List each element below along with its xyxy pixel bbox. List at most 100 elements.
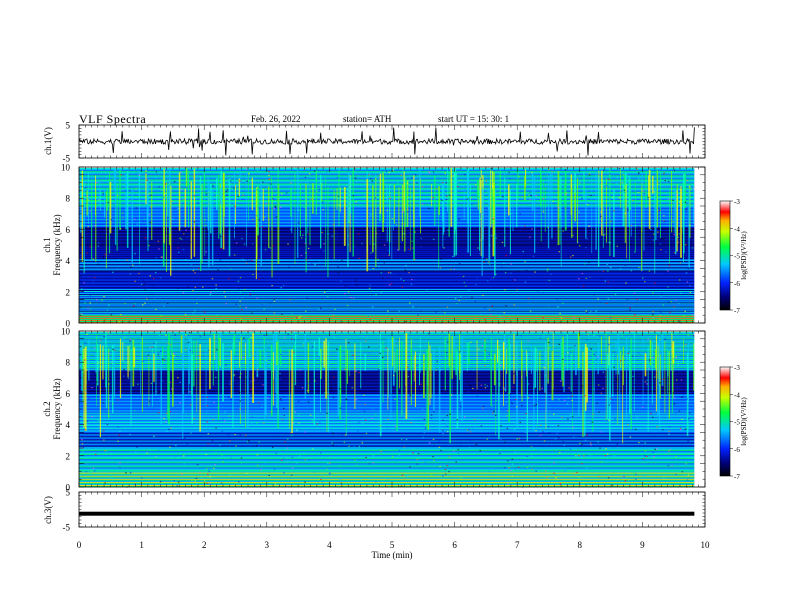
ch1-speckle bbox=[656, 183, 659, 186]
x-tick-label: 3 bbox=[265, 540, 270, 550]
ch2-speckle bbox=[158, 391, 161, 393]
ch1-speckle bbox=[144, 302, 146, 304]
ch2-speckle bbox=[576, 471, 578, 473]
ch1-speckle bbox=[599, 181, 602, 183]
ch2-speckle bbox=[83, 450, 85, 452]
ch1-speckle bbox=[564, 207, 567, 209]
ch1-sferic bbox=[669, 190, 670, 264]
ch2-speckle bbox=[476, 395, 479, 397]
ch1-speckle bbox=[380, 292, 383, 294]
ch2-speckle bbox=[193, 418, 195, 420]
ch2-band bbox=[79, 360, 695, 362]
ch1-speckle bbox=[546, 270, 549, 272]
ch2-band bbox=[79, 418, 695, 420]
ch2-sferic bbox=[526, 350, 527, 377]
ch2-speckle bbox=[173, 353, 175, 355]
ch2-speckle bbox=[403, 407, 405, 409]
ch2-speckle bbox=[280, 398, 282, 400]
ch2-sferic bbox=[152, 344, 153, 407]
ch2-speckle bbox=[120, 466, 122, 468]
ch1-sferic bbox=[442, 180, 445, 233]
ch2-speckle bbox=[85, 471, 88, 473]
ch1-spec-y-tick-label: 4 bbox=[66, 256, 71, 266]
ch2-speckle bbox=[602, 371, 605, 373]
ch2-speckle bbox=[206, 405, 209, 407]
ch2-speckle bbox=[180, 355, 182, 357]
ch2-speckle bbox=[281, 418, 283, 420]
ch2-speckle bbox=[230, 398, 232, 400]
ch2-speckle bbox=[160, 350, 162, 352]
ch2-speckle bbox=[533, 387, 535, 390]
ch2-band bbox=[79, 453, 695, 455]
ch2-speckle bbox=[566, 403, 569, 405]
ch1-speckle bbox=[157, 240, 160, 242]
ch2-speckle bbox=[648, 367, 650, 369]
ch2-speckle bbox=[467, 391, 470, 393]
ch1-speckle bbox=[540, 190, 542, 192]
ch2-speckle bbox=[587, 369, 590, 371]
ch2-speckle bbox=[331, 442, 333, 444]
ch2-speckle bbox=[561, 416, 563, 418]
ch2-speckle bbox=[684, 389, 686, 391]
ch2-speckle bbox=[644, 442, 646, 444]
ch1-speckle bbox=[385, 170, 388, 172]
ch2-speckle bbox=[460, 477, 462, 479]
ch2-speckle bbox=[619, 360, 622, 362]
ch2-speckle bbox=[464, 416, 466, 418]
ch2-speckle bbox=[261, 406, 263, 408]
ch1-wave-y-tick-label: 5 bbox=[66, 121, 71, 131]
ch1-speckle bbox=[96, 181, 98, 184]
ch2-speckle bbox=[103, 336, 105, 338]
ch2-speckle bbox=[146, 452, 148, 454]
ch1-band bbox=[79, 168, 695, 170]
ch1-speckle bbox=[322, 201, 324, 203]
ch2-speckle bbox=[421, 423, 424, 425]
ch1-band bbox=[79, 298, 695, 300]
ch1-speckle bbox=[660, 249, 662, 251]
ch1-speckle bbox=[590, 311, 592, 313]
ch1-speckle bbox=[412, 210, 414, 212]
ch2-speckle bbox=[84, 437, 87, 439]
ch1-speckle bbox=[586, 204, 589, 206]
ch1-speckle bbox=[390, 184, 392, 187]
ch1-sferic bbox=[239, 170, 241, 200]
ch1-speckle bbox=[102, 256, 104, 258]
ch1-speckle bbox=[179, 231, 181, 233]
ch1-speckle bbox=[658, 209, 661, 211]
ch1-speckle bbox=[401, 286, 404, 288]
ch1-speckle bbox=[273, 208, 275, 210]
ch1-sferic bbox=[163, 168, 165, 244]
ch2-speckle bbox=[633, 384, 635, 386]
ch1-speckle bbox=[158, 248, 160, 250]
ch1-speckle bbox=[510, 272, 512, 274]
ch1-colorbar-tick-label: -7 bbox=[734, 307, 740, 315]
ch1-speckle bbox=[81, 225, 83, 227]
ch2-speckle bbox=[564, 470, 566, 472]
ch2-speckle bbox=[200, 332, 202, 334]
ch2-speckle bbox=[91, 387, 93, 389]
ch1-band bbox=[79, 319, 695, 321]
ch2-speckle bbox=[328, 462, 331, 464]
ch2-speckle bbox=[408, 376, 410, 378]
panel-frame-4 bbox=[78, 491, 706, 528]
ch1-band bbox=[79, 204, 695, 206]
ch1-band bbox=[79, 283, 695, 285]
ch1-speckle bbox=[505, 272, 507, 274]
ch1-speckle bbox=[510, 212, 512, 215]
ch1-band bbox=[79, 259, 695, 261]
ch1-speckle bbox=[150, 194, 152, 196]
ch2-sferic bbox=[245, 352, 246, 428]
ch2-speckle bbox=[161, 339, 164, 341]
ch1-sferic bbox=[577, 178, 578, 244]
ch1-speckle bbox=[605, 222, 607, 224]
ch2-speckle bbox=[506, 415, 508, 417]
ch1-speckle bbox=[271, 228, 273, 230]
ch2-speckle bbox=[199, 471, 201, 473]
ch2-speckle bbox=[293, 351, 295, 353]
ch2-speckle bbox=[430, 414, 433, 416]
ch2-speckle bbox=[253, 354, 255, 356]
ch1-speckle bbox=[352, 195, 355, 197]
ch1-speckle bbox=[145, 172, 147, 174]
ch1-speckle bbox=[503, 262, 505, 264]
ch1-speckle bbox=[295, 317, 298, 319]
